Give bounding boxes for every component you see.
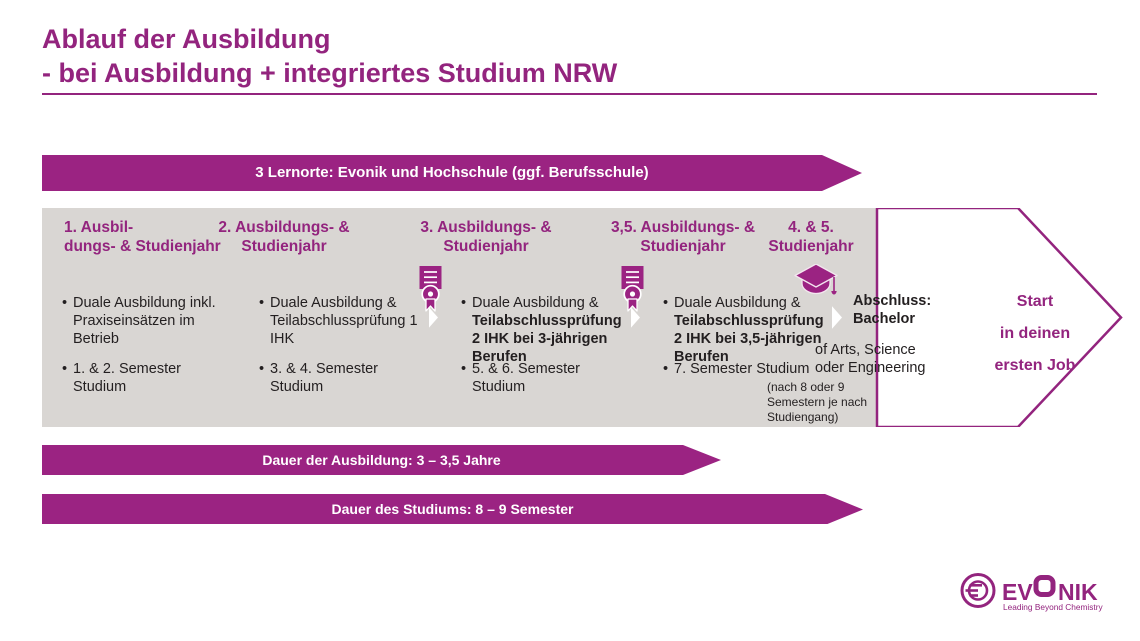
svg-text:Leading Beyond Chemistry: Leading Beyond Chemistry (1003, 602, 1103, 612)
